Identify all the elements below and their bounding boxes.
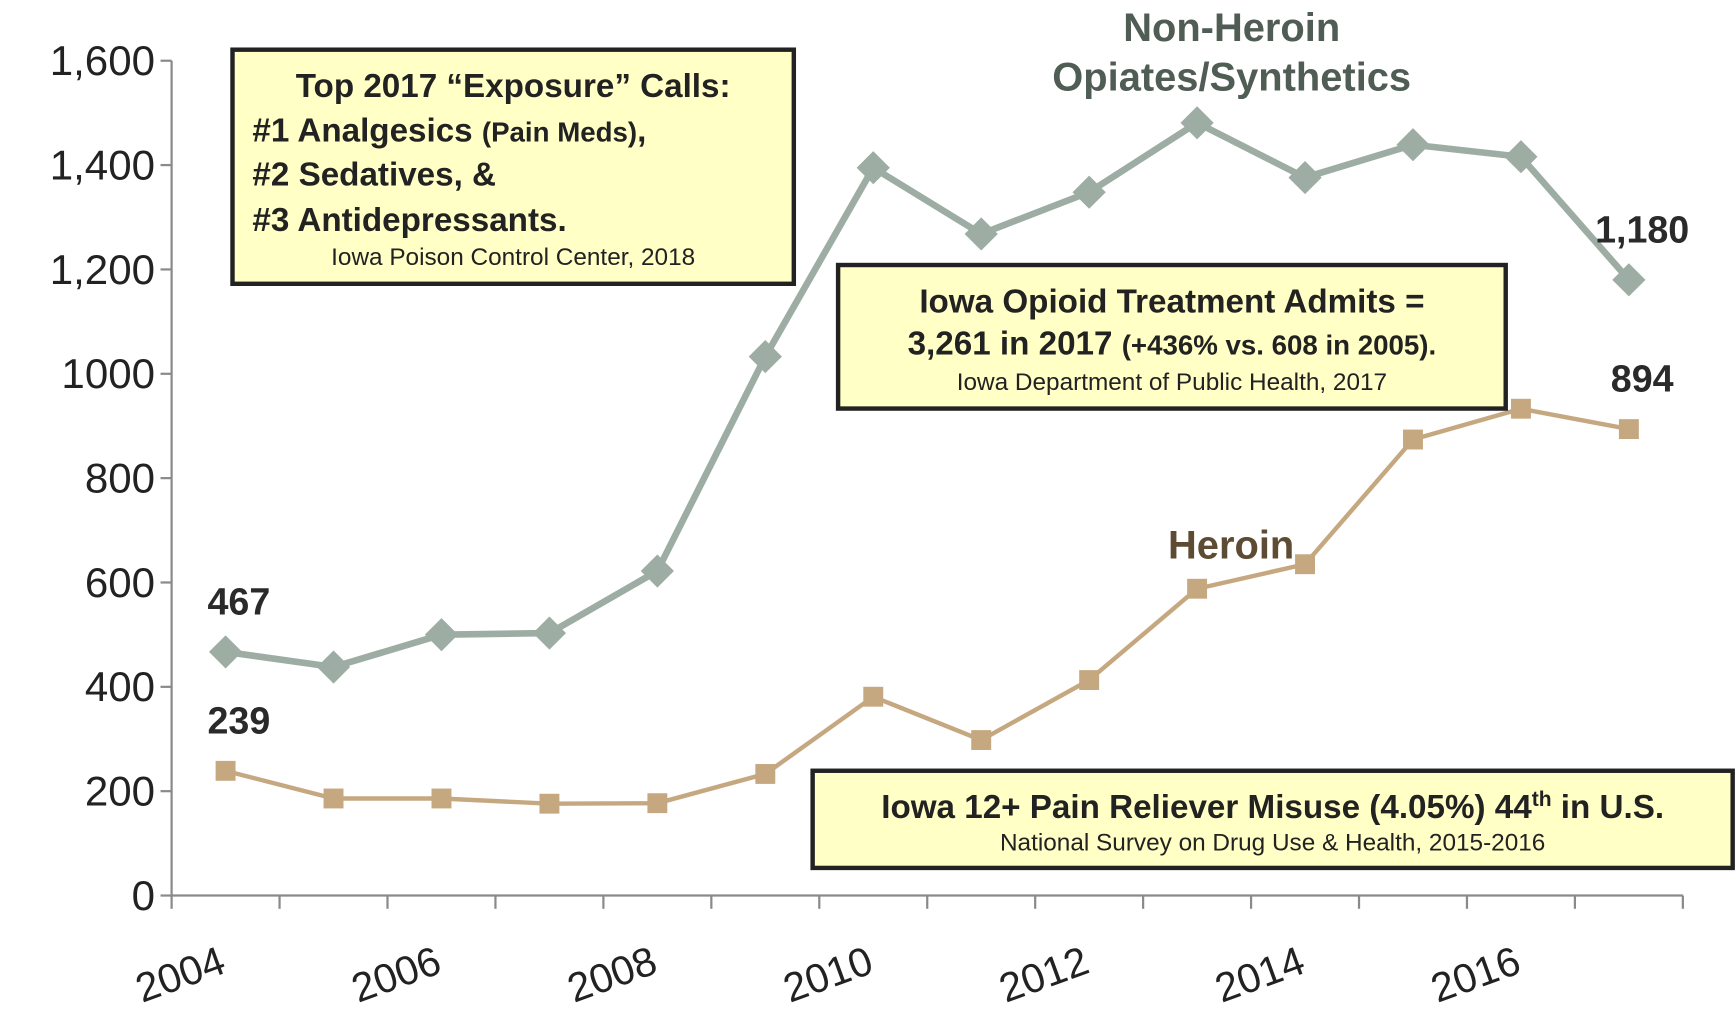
x-tick-label: 2016 [1425, 937, 1526, 1011]
marker [755, 764, 776, 784]
series-line [225, 119, 1632, 671]
annotation-line: Iowa 12+ Pain Reliever Misuse (4.05%) 44… [881, 788, 1664, 826]
y-tick-label: 1,600 [50, 37, 155, 84]
annotation-text: #2 Sedatives, & [252, 157, 496, 194]
y-tick-label: 600 [85, 559, 155, 606]
y-tick-label: 1000 [61, 350, 155, 397]
x-tick-label: 2014 [1209, 937, 1310, 1011]
marker [748, 340, 782, 374]
x-tick-label: 2008 [561, 937, 662, 1011]
annotation-line: 3,261 in 2017 (+436% vs. 608 in 2005). [908, 325, 1437, 362]
marker [323, 788, 344, 809]
marker [1612, 263, 1646, 297]
annotation-text: 3,261 in 2017 [908, 325, 1122, 362]
x-tick-label: 2010 [777, 937, 878, 1011]
annotation-text: #3 Antidepressants. [252, 202, 566, 239]
annotation-line: Top 2017 “Exposure” Calls: [296, 68, 731, 105]
x-tick-label: 2012 [993, 937, 1094, 1011]
marker [1079, 670, 1100, 690]
y-tick-label: 0 [132, 872, 155, 919]
x-tick-label: 2006 [345, 937, 446, 1011]
marker [431, 788, 452, 809]
x-tick-label: 2004 [130, 937, 231, 1011]
annotation-box [835, 262, 1508, 411]
value-label: 1,180 [1595, 208, 1689, 250]
marker [647, 793, 668, 814]
y-tick-label: 1,400 [50, 141, 155, 188]
marker [964, 217, 998, 251]
marker [1288, 161, 1322, 195]
y-tick-label: 800 [85, 455, 155, 502]
annotation-source: Iowa Department of Public Health, 2017 [957, 369, 1387, 396]
series-label-box: Non-Heroin Opiates/Synthetics [1052, 4, 1412, 100]
marker [316, 650, 351, 684]
annotation-text: (Pain Meds) [482, 116, 637, 147]
annotation-text: in U.S. [1552, 789, 1665, 826]
annotation-line: #2 Sedatives, & [252, 157, 496, 194]
annotation-text: (+436% vs. 608 in 2005). [1122, 329, 1436, 360]
annotation-text: Top 2017 “Exposure” Calls: [296, 68, 731, 105]
marker [1187, 578, 1208, 599]
annotation-line: Iowa Opioid Treatment Admits = [919, 284, 1424, 321]
marker [1295, 554, 1316, 575]
annotation-text: Iowa Opioid Treatment Admits = [919, 284, 1424, 321]
annotation-box [810, 768, 1735, 871]
y-tick-label: 200 [85, 768, 155, 815]
series-line [225, 406, 1630, 806]
marker [1396, 128, 1430, 162]
marker [424, 618, 459, 652]
marker [971, 730, 992, 750]
marker [863, 686, 884, 707]
marker [1618, 419, 1639, 440]
marker [1510, 398, 1531, 419]
marker [1403, 429, 1423, 450]
annotation-text: #1 Analgesics [252, 112, 481, 149]
marker [532, 616, 567, 650]
y-tick-label: 400 [85, 663, 155, 710]
series-label: Heroin [1168, 524, 1294, 568]
marker [1072, 175, 1106, 209]
annotation-source: Iowa Poison Control Center, 2018 [331, 244, 695, 271]
annotation-line: #3 Antidepressants. [252, 202, 566, 239]
value-label: 467 [207, 580, 270, 622]
annotation-source: National Survey on Drug Use & Health, 20… [1000, 829, 1545, 856]
annotation-text: th [1532, 788, 1552, 811]
marker [539, 793, 560, 814]
marker [640, 554, 674, 588]
marker [856, 151, 890, 185]
marker [215, 760, 236, 781]
annotation-text: , [637, 112, 646, 149]
marker [1504, 140, 1538, 174]
value-label: 894 [1611, 358, 1674, 400]
annotation-box [230, 47, 797, 286]
annotation-text: Iowa 12+ Pain Reliever Misuse (4.05%) 44 [881, 789, 1532, 826]
value-label: 239 [207, 699, 270, 741]
y-tick-label: 1,200 [50, 246, 155, 293]
series-label: Non-Heroin Opiates/Synthetics [1052, 4, 1412, 100]
marker [208, 635, 243, 669]
annotation-line: #1 Analgesics (Pain Meds), [252, 112, 646, 149]
